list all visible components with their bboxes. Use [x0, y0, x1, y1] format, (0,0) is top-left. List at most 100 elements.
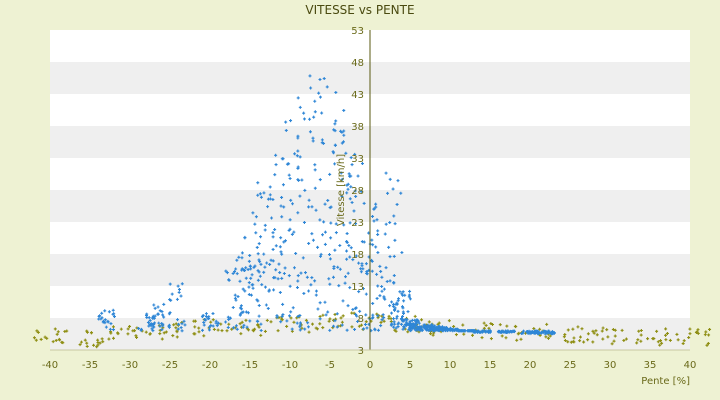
data-point — [134, 334, 138, 338]
data-point — [315, 327, 319, 331]
data-point — [102, 319, 106, 323]
data-point — [356, 174, 360, 178]
data-point — [601, 337, 605, 341]
data-point — [274, 268, 278, 272]
data-point — [296, 134, 300, 138]
data-point — [506, 329, 510, 333]
data-point — [108, 327, 112, 331]
data-point — [268, 193, 272, 197]
data-point — [233, 270, 237, 274]
data-point — [202, 320, 206, 324]
data-point — [109, 322, 113, 326]
data-point — [289, 316, 293, 320]
data-point — [254, 231, 258, 235]
data-point — [268, 197, 272, 201]
data-point — [388, 304, 392, 308]
data-point — [265, 261, 269, 265]
data-point — [298, 314, 302, 318]
data-point — [392, 214, 396, 218]
data-point — [562, 335, 566, 339]
data-point — [356, 319, 360, 323]
data-point — [318, 301, 322, 305]
data-point — [219, 322, 223, 326]
data-point — [328, 317, 332, 321]
data-point — [231, 271, 235, 275]
x-tick-label: 15 — [484, 360, 497, 371]
x-tick-label: -35 — [82, 360, 98, 371]
data-point — [375, 296, 379, 300]
data-point — [302, 291, 306, 295]
data-point — [403, 293, 407, 297]
data-point — [340, 130, 344, 134]
data-point — [387, 245, 391, 249]
data-point — [380, 275, 384, 279]
data-point — [256, 193, 260, 197]
data-point — [471, 333, 475, 337]
data-point — [511, 329, 515, 333]
data-point — [227, 322, 231, 326]
x-tick-label: -40 — [42, 360, 58, 371]
data-point — [267, 288, 271, 292]
data-point — [237, 255, 241, 259]
data-point — [151, 329, 155, 333]
data-point — [61, 341, 65, 345]
data-point — [289, 310, 293, 314]
data-point — [338, 244, 342, 248]
data-point — [263, 223, 267, 227]
data-point — [446, 328, 450, 332]
data-point — [206, 316, 210, 320]
data-point — [542, 329, 546, 333]
data-point — [347, 172, 351, 176]
data-point — [201, 313, 205, 317]
data-point — [334, 222, 338, 226]
data-point — [119, 327, 123, 331]
data-point — [279, 250, 283, 254]
data-point — [251, 286, 255, 290]
data-point — [359, 270, 363, 274]
data-point — [234, 267, 238, 271]
data-point — [326, 310, 330, 314]
data-point — [278, 245, 282, 249]
data-point — [327, 319, 331, 323]
data-point — [704, 330, 708, 334]
data-point — [271, 247, 275, 251]
data-point — [147, 316, 151, 320]
data-point — [274, 153, 278, 157]
data-point — [253, 327, 257, 331]
data-point — [263, 329, 267, 333]
data-point — [545, 322, 549, 326]
data-point — [450, 327, 454, 331]
axes — [50, 30, 690, 351]
data-point — [256, 181, 260, 185]
data-point — [333, 122, 337, 126]
y-tick-label: 18 — [351, 250, 364, 261]
data-point — [280, 317, 284, 321]
data-point — [83, 338, 87, 342]
data-point — [379, 269, 383, 273]
data-point — [65, 329, 69, 333]
data-point — [216, 321, 220, 325]
data-point — [288, 177, 292, 181]
data-point — [351, 307, 355, 311]
data-point — [299, 271, 303, 275]
data-point — [544, 335, 548, 339]
data-point — [484, 323, 488, 327]
data-point — [311, 139, 315, 143]
data-point — [360, 240, 364, 244]
data-point — [467, 329, 471, 333]
data-point — [259, 262, 263, 266]
data-point — [382, 295, 386, 299]
data-point — [56, 330, 60, 334]
data-point — [688, 332, 692, 336]
data-point — [374, 202, 378, 206]
data-point — [111, 328, 115, 332]
data-point — [300, 178, 304, 182]
data-point — [365, 326, 369, 330]
data-point — [546, 336, 550, 340]
data-point — [235, 272, 239, 276]
data-point — [278, 290, 282, 294]
data-point — [323, 230, 327, 234]
data-point — [259, 333, 263, 337]
data-point — [340, 194, 344, 198]
